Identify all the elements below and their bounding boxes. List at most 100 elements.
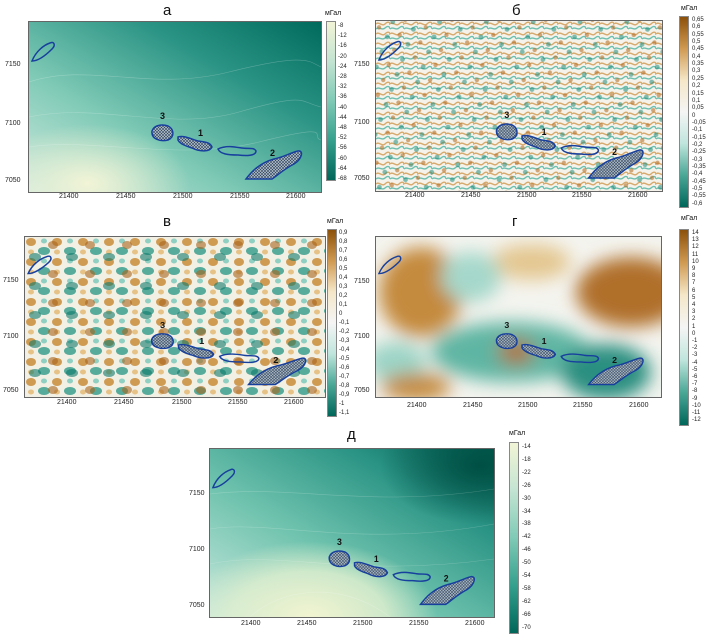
colorbar-label: 13 <box>692 237 699 244</box>
x-tick: 21600 <box>286 193 306 200</box>
colorbar-label: -0,9 <box>339 392 350 398</box>
colorbar-label: -26 <box>522 482 531 489</box>
map[interactable] <box>375 236 662 398</box>
colorbar-label: -36 <box>338 94 347 101</box>
colorbar-label: 0,4 <box>339 275 348 281</box>
x-tick: 21500 <box>353 620 373 627</box>
colorbar-label: -0,5 <box>339 356 350 362</box>
colorbar <box>679 229 689 426</box>
colorbar-unit: мГал <box>509 430 526 437</box>
y-tick: 7050 <box>354 175 370 182</box>
colorbar-label: 0,1 <box>692 97 701 104</box>
colorbar-label: 14 <box>692 230 699 236</box>
colorbar-label: 9 <box>692 266 696 272</box>
x-tick: 21500 <box>172 399 192 406</box>
map[interactable] <box>28 21 322 193</box>
x-tick: 21550 <box>573 402 593 409</box>
x-tick: 21450 <box>116 193 136 200</box>
x-tick: 21600 <box>628 192 648 199</box>
x-tick: 21400 <box>405 192 425 199</box>
y-tick: 7100 <box>3 333 19 340</box>
map-field <box>25 237 325 397</box>
y-tick: 7100 <box>354 119 370 126</box>
colorbar-label: 0,6 <box>339 257 348 263</box>
colorbar-label: -0,35 <box>692 164 706 170</box>
colorbar-label: -0,05 <box>692 119 706 126</box>
colorbar-label: 0,25 <box>692 75 704 82</box>
x-tick: 21500 <box>517 192 537 199</box>
x-tick: 21400 <box>59 193 79 200</box>
map-field <box>376 21 662 191</box>
colorbar-label: -0,45 <box>692 178 706 185</box>
map[interactable] <box>209 448 495 618</box>
colorbar-label: -0,2 <box>692 141 703 148</box>
x-tick: 21550 <box>572 192 592 199</box>
colorbar-label: 0,1 <box>339 302 348 308</box>
colorbar-label: -52 <box>338 135 347 142</box>
contour-lines <box>210 488 494 617</box>
x-tick: 21600 <box>284 399 304 406</box>
colorbar-label: -10 <box>692 402 701 409</box>
x-tick: 21550 <box>230 193 250 200</box>
map-field <box>376 237 661 397</box>
colorbar-label: -60 <box>338 155 347 162</box>
colorbar-label: -70 <box>522 624 531 631</box>
colorbar-label: -64 <box>338 165 347 172</box>
x-tick: 21450 <box>463 402 483 409</box>
colorbar-label: -20 <box>338 53 347 60</box>
colorbar-label: 0,9 <box>339 230 348 236</box>
colorbar-label: -12 <box>338 33 347 40</box>
colorbar-label: -0,3 <box>692 156 703 163</box>
x-tick: 21400 <box>241 620 261 627</box>
x-tick: 21500 <box>518 402 538 409</box>
colorbar-label: -50 <box>522 560 531 567</box>
colorbar-label: 0,35 <box>692 61 704 68</box>
panel-title: а <box>163 2 172 19</box>
colorbar-label: 10 <box>692 258 699 265</box>
x-tick: 21400 <box>407 402 427 409</box>
colorbar-label: 0,5 <box>339 266 348 272</box>
colorbar-label: -0,1 <box>692 127 703 134</box>
colorbar-label: -0,2 <box>339 329 350 335</box>
colorbar-label: 11 <box>692 251 699 258</box>
colorbar-label: -28 <box>338 74 347 80</box>
colorbar-label: -54 <box>522 573 531 579</box>
x-tick: 21550 <box>409 620 429 627</box>
colorbar-label: 0 <box>692 112 696 119</box>
colorbar-label: -0,8 <box>339 383 350 389</box>
colorbar-label: -30 <box>522 495 531 502</box>
x-tick: 21600 <box>465 620 485 627</box>
colorbar-label: -32 <box>338 84 347 91</box>
colorbar-label: -24 <box>338 63 347 70</box>
colorbar-label: -3 <box>692 352 698 359</box>
colorbar-label: -38 <box>522 521 531 528</box>
x-tick: 21450 <box>114 399 134 406</box>
colorbar <box>327 229 337 417</box>
map[interactable] <box>24 236 326 398</box>
colorbar-label: -1 <box>339 401 345 407</box>
colorbar <box>326 21 336 181</box>
y-tick: 7050 <box>5 177 21 184</box>
map-field <box>29 22 321 192</box>
colorbar-label: -34 <box>522 508 531 515</box>
x-tick: 21450 <box>297 620 317 627</box>
colorbar-label: -22 <box>522 469 531 476</box>
colorbar-label: -0,6 <box>339 365 350 371</box>
y-tick: 7150 <box>189 490 205 497</box>
contour-lines <box>29 59 321 151</box>
colorbar-label: 0,2 <box>692 83 701 90</box>
colorbar-label: -8 <box>338 23 344 29</box>
x-tick: 21500 <box>173 193 193 200</box>
colorbar-unit: мГал <box>681 5 698 12</box>
x-tick: 21600 <box>629 402 649 409</box>
colorbar <box>679 16 689 208</box>
colorbar-label: 8 <box>692 273 696 280</box>
y-tick: 7050 <box>189 602 205 609</box>
colorbar-label: 5 <box>692 294 696 301</box>
y-tick: 7150 <box>5 61 21 68</box>
colorbar-label: -0,25 <box>692 149 706 156</box>
colorbar-label: 0,45 <box>692 46 704 53</box>
map[interactable] <box>375 20 663 192</box>
colorbar-label: 0,05 <box>692 105 704 112</box>
colorbar-label: 0,6 <box>692 24 701 31</box>
